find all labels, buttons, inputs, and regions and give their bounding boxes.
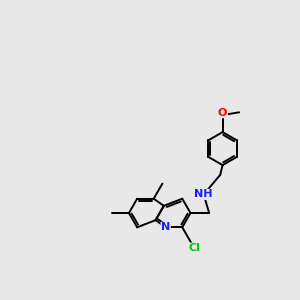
Text: Cl: Cl	[188, 243, 200, 253]
Text: O: O	[218, 108, 227, 118]
Text: N: N	[161, 222, 170, 232]
Text: NH: NH	[194, 189, 213, 200]
